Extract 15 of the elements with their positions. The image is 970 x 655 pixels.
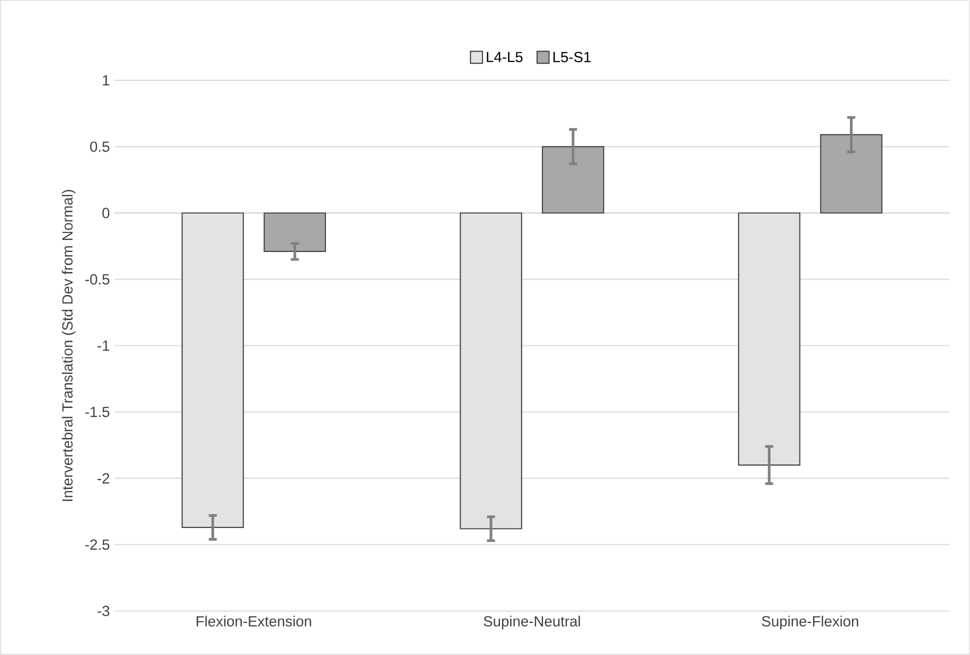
y-axis-title: Intervertebral Translation (Std Dev from Normal) <box>62 190 76 501</box>
legend-label: L4-L5 <box>486 52 523 62</box>
y-tick-label: 0 <box>102 208 110 218</box>
x-tick-label: Supine-Flexion <box>762 616 858 630</box>
y-tick-label: -1.5 <box>85 406 110 418</box>
legend-label: L5-S1 <box>553 52 591 62</box>
y-tick-label: -2 <box>98 473 110 484</box>
y-tick-label: -3 <box>98 606 110 616</box>
y-tick-label: 1 <box>102 75 110 86</box>
y-tick-label: -0.5 <box>85 274 110 285</box>
y-tick-label: -2.5 <box>85 539 110 550</box>
y-tick-label: -1 <box>98 340 110 351</box>
y-tick-label: 0.5 <box>90 141 110 152</box>
x-tick-label: Flexion-Extension <box>196 616 312 626</box>
x-tick-label: Supine-Neutral <box>484 616 580 630</box>
